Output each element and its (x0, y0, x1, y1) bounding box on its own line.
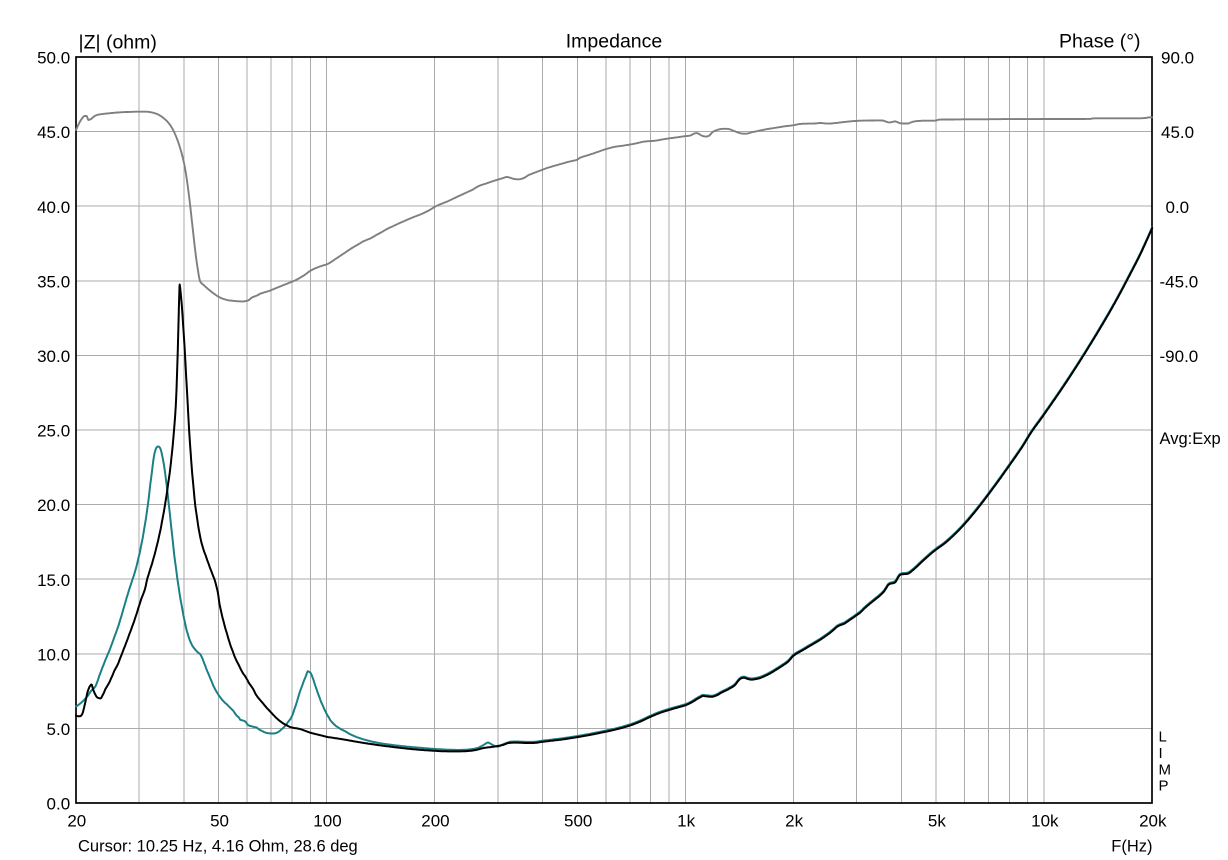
svg-text:25.0: 25.0 (37, 422, 70, 441)
svg-text:M: M (1159, 761, 1172, 778)
svg-text:20k: 20k (1139, 812, 1167, 831)
svg-text:2k: 2k (785, 812, 803, 831)
svg-text:90.0: 90.0 (1161, 49, 1194, 68)
svg-text:1k: 1k (677, 812, 695, 831)
svg-text:Impedance: Impedance (566, 30, 662, 52)
svg-text:5k: 5k (928, 812, 946, 831)
svg-text:40.0: 40.0 (37, 198, 70, 217)
svg-text:15.0: 15.0 (37, 571, 70, 590)
svg-text:45.0: 45.0 (1161, 123, 1194, 142)
svg-text:200: 200 (421, 812, 449, 831)
svg-text:5.0: 5.0 (47, 720, 71, 739)
svg-text:50: 50 (210, 812, 229, 831)
svg-text:0.0: 0.0 (1166, 198, 1190, 217)
svg-text:20: 20 (67, 812, 86, 831)
svg-text:30.0: 30.0 (37, 347, 70, 366)
svg-text:-90.0: -90.0 (1160, 347, 1199, 366)
svg-text:45.0: 45.0 (37, 123, 70, 142)
svg-text:0.0: 0.0 (47, 795, 71, 814)
svg-text:10.0: 10.0 (37, 645, 70, 664)
svg-text:35.0: 35.0 (37, 272, 70, 291)
svg-text:L: L (1159, 729, 1167, 746)
svg-text:Avg:Exp: Avg:Exp (1160, 430, 1221, 448)
svg-text:|Z| (ohm): |Z| (ohm) (79, 31, 157, 53)
svg-text:Phase (°): Phase (°) (1059, 30, 1141, 52)
svg-text:-45.0: -45.0 (1160, 272, 1199, 291)
svg-text:I: I (1159, 745, 1163, 762)
svg-text:10k: 10k (1031, 812, 1059, 831)
svg-text:20.0: 20.0 (37, 496, 70, 515)
svg-text:P: P (1159, 778, 1169, 795)
svg-text:50.0: 50.0 (37, 49, 70, 68)
svg-text:100: 100 (313, 812, 341, 831)
svg-text:Cursor: 10.25 Hz, 4.16 Ohm, 28: Cursor: 10.25 Hz, 4.16 Ohm, 28.6 deg (78, 837, 358, 855)
svg-text:500: 500 (564, 812, 592, 831)
svg-text:F(Hz): F(Hz) (1111, 837, 1152, 855)
